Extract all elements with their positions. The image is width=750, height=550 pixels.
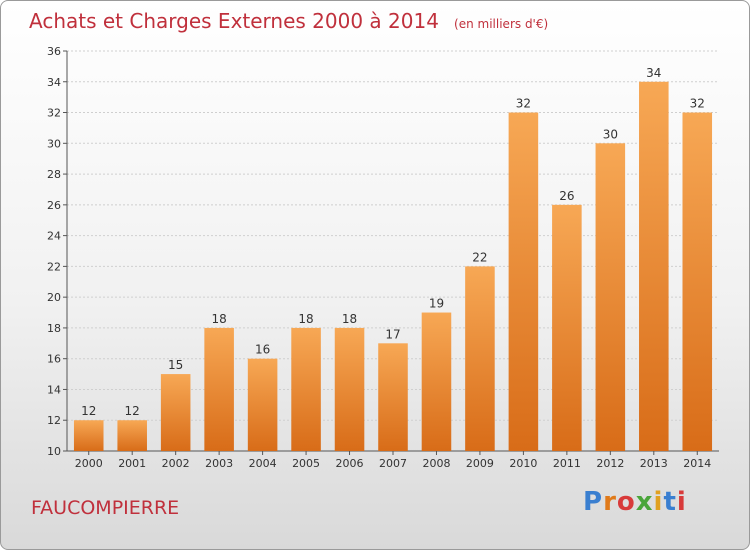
data-label: 18 (342, 312, 357, 326)
bar-2014 (682, 112, 713, 452)
chart-subtitle: (en milliers d'€) (454, 17, 549, 31)
data-label: 15 (168, 358, 183, 372)
x-tick-label: 2005 (292, 457, 320, 470)
x-tick-label: 2002 (162, 457, 190, 470)
bar-2006 (334, 327, 365, 451)
data-label: 17 (385, 327, 400, 341)
y-tick-label: 16 (47, 353, 61, 366)
chart-title: Achats et Charges Externes 2000 à 2014 (29, 9, 439, 33)
y-tick-label: 36 (47, 45, 61, 58)
axes: 10 12 14 16 18 20 22 24 26 28 30 32 34 36 2000 2001 2002… (47, 45, 719, 470)
bars (73, 81, 713, 452)
x-tick-label: 2012 (596, 457, 624, 470)
bar-2005 (291, 327, 321, 451)
x-tick-label: 2011 (553, 457, 581, 470)
bar-2000 (73, 420, 104, 451)
bar-2008 (421, 312, 452, 451)
logo-letter: P (583, 487, 604, 517)
y-tick-label: 18 (47, 322, 61, 335)
data-label: 12 (125, 404, 140, 418)
data-label: 32 (690, 97, 705, 111)
y-tick-label: 22 (47, 260, 61, 273)
bar-2003 (204, 327, 234, 451)
y-tick-label: 28 (47, 168, 61, 181)
data-label: 12 (81, 404, 96, 418)
x-tick-label: 2013 (640, 457, 668, 470)
logo-letter: r (603, 487, 617, 517)
data-label: 34 (646, 66, 661, 80)
data-label: 18 (298, 312, 313, 326)
bar-2011 (552, 204, 582, 451)
data-label: 30 (603, 127, 618, 141)
bar-2010 (508, 112, 539, 452)
logo-letter: i (676, 487, 687, 517)
logo-letter: o (616, 487, 636, 517)
y-tick-label: 24 (47, 230, 61, 243)
x-tick-label: 2010 (509, 457, 537, 470)
bar-2004 (247, 358, 278, 451)
bar-2012 (595, 143, 626, 452)
bar-2001 (117, 420, 147, 451)
data-labels: 12 12 15 18 16 18 18 17 19 22 32 26 30 34 32 (81, 66, 705, 418)
x-tick-label: 2003 (205, 457, 233, 470)
y-tick-label: 30 (47, 137, 61, 150)
logo-letter: x (635, 487, 654, 517)
data-label: 16 (255, 343, 270, 357)
y-tick-label: 32 (47, 107, 61, 120)
x-tick-label: 2004 (249, 457, 277, 470)
proxiti-logo[interactable]: Proxiti (583, 487, 687, 517)
logo-letter: i (653, 487, 664, 517)
x-tick-label: 2001 (118, 457, 146, 470)
bar-2009 (465, 266, 495, 451)
y-tick-label: 12 (47, 414, 61, 427)
y-tick-label: 14 (47, 383, 61, 396)
y-tick-label: 10 (47, 445, 61, 458)
data-label: 22 (472, 250, 487, 264)
x-tick-label: 2008 (422, 457, 450, 470)
y-tick-label: 20 (47, 291, 61, 304)
commune-name: FAUCOMPIERRE (31, 497, 180, 519)
x-tick-label: 2007 (379, 457, 407, 470)
data-label: 19 (429, 297, 444, 311)
y-tick-label: 26 (47, 199, 61, 212)
data-label: 26 (559, 189, 574, 203)
data-label: 32 (516, 97, 531, 111)
bar-2007 (378, 343, 408, 451)
chart-title-block: Achats et Charges Externes 2000 à 2014 (… (29, 9, 548, 33)
x-tick-label: 2000 (75, 457, 103, 470)
data-label: 18 (211, 312, 226, 326)
x-tick-label: 2009 (466, 457, 494, 470)
x-tick-label: 2014 (683, 457, 711, 470)
y-tick-label: 34 (47, 76, 61, 89)
bar-2013 (639, 81, 669, 452)
x-tick-label: 2006 (336, 457, 364, 470)
logo-letter: t (663, 487, 677, 517)
bar-2002 (160, 374, 191, 451)
